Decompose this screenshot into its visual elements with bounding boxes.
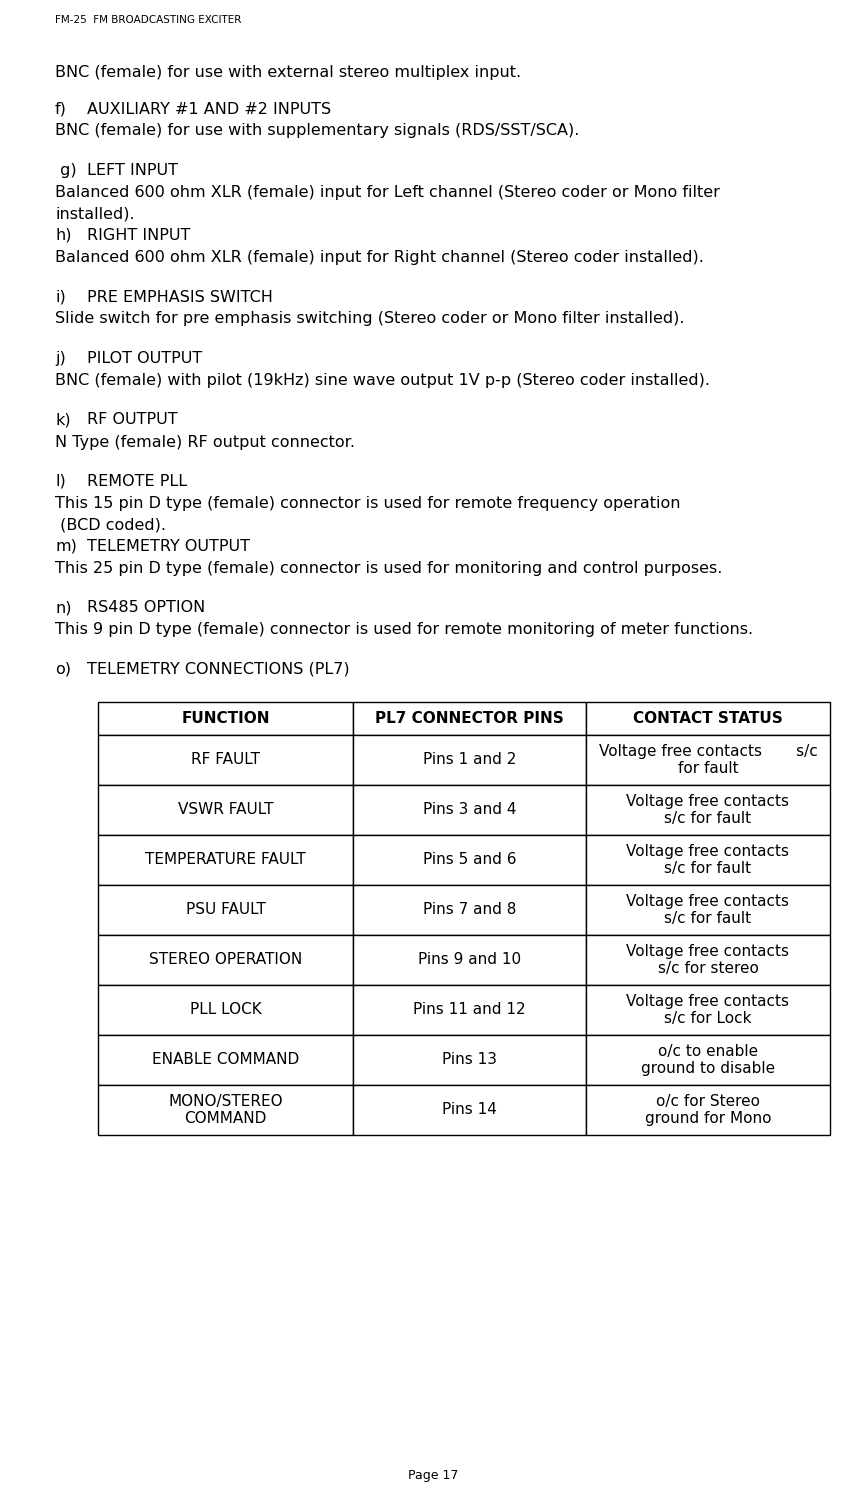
Bar: [586, 1084, 830, 1136]
Text: This 25 pin D type (female) connector is used for monitoring and control purpose: This 25 pin D type (female) connector is…: [55, 561, 722, 576]
Text: PSU FAULT: PSU FAULT: [185, 903, 266, 918]
Text: Pins 1 and 2: Pins 1 and 2: [423, 753, 516, 768]
Text: Pins 3 and 4: Pins 3 and 4: [423, 802, 516, 818]
Bar: [586, 784, 830, 836]
Text: i): i): [55, 290, 66, 304]
Text: s/c for fault: s/c for fault: [664, 861, 752, 876]
Bar: [353, 702, 586, 735]
Text: TELEMETRY CONNECTIONS (PL7): TELEMETRY CONNECTIONS (PL7): [87, 662, 350, 676]
Text: o/c for Stereo: o/c for Stereo: [656, 1094, 760, 1108]
Text: Voltage free contacts: Voltage free contacts: [626, 994, 790, 1010]
Text: RF OUTPUT: RF OUTPUT: [87, 413, 178, 428]
Text: FM-25  FM BROADCASTING EXCITER: FM-25 FM BROADCASTING EXCITER: [55, 15, 242, 26]
Text: f): f): [55, 102, 67, 117]
Bar: [98, 735, 353, 784]
Text: Voltage free contacts: Voltage free contacts: [626, 944, 790, 958]
Text: Pins 14: Pins 14: [443, 1102, 497, 1118]
Text: RF FAULT: RF FAULT: [191, 753, 260, 768]
Text: REMOTE PLL: REMOTE PLL: [87, 474, 187, 489]
Text: Pins 9 and 10: Pins 9 and 10: [418, 952, 521, 968]
Bar: [586, 1035, 830, 1084]
Text: o/c to enable: o/c to enable: [658, 1044, 758, 1059]
Bar: [98, 885, 353, 934]
Text: BNC (female) for use with supplementary signals (RDS/SST/SCA).: BNC (female) for use with supplementary …: [55, 123, 579, 138]
Text: Pins 13: Pins 13: [443, 1053, 497, 1068]
Text: m): m): [55, 538, 77, 554]
Text: Balanced 600 ohm XLR (female) input for Right channel (Stereo coder installed).: Balanced 600 ohm XLR (female) input for …: [55, 251, 704, 266]
Text: ENABLE COMMAND: ENABLE COMMAND: [152, 1053, 299, 1068]
Bar: [353, 1035, 586, 1084]
Text: VSWR FAULT: VSWR FAULT: [178, 802, 274, 818]
Bar: [98, 1084, 353, 1136]
Bar: [586, 934, 830, 986]
Bar: [586, 735, 830, 784]
Text: TEMPERATURE FAULT: TEMPERATURE FAULT: [145, 852, 306, 867]
Text: BNC (female) with pilot (19kHz) sine wave output 1V p-p (Stereo coder installed): BNC (female) with pilot (19kHz) sine wav…: [55, 374, 710, 388]
Text: l): l): [55, 474, 66, 489]
Bar: [586, 702, 830, 735]
Text: FUNCTION: FUNCTION: [181, 711, 269, 726]
Text: s/c for fault: s/c for fault: [664, 910, 752, 926]
Text: installed).: installed).: [55, 207, 134, 222]
Bar: [98, 784, 353, 836]
Bar: [98, 1035, 353, 1084]
Text: k): k): [55, 413, 71, 428]
Text: TELEMETRY OUTPUT: TELEMETRY OUTPUT: [87, 538, 250, 554]
Text: RS485 OPTION: RS485 OPTION: [87, 600, 205, 615]
Text: ground to disable: ground to disable: [641, 1060, 775, 1076]
Text: Voltage free contacts: Voltage free contacts: [626, 844, 790, 859]
Bar: [353, 885, 586, 934]
Bar: [353, 836, 586, 885]
Text: n): n): [55, 600, 72, 615]
Text: AUXILIARY #1 AND #2 INPUTS: AUXILIARY #1 AND #2 INPUTS: [87, 102, 331, 117]
Text: Voltage free contacts: Voltage free contacts: [626, 794, 790, 808]
Text: s/c for fault: s/c for fault: [664, 810, 752, 825]
Text: Slide switch for pre emphasis switching (Stereo coder or Mono filter installed).: Slide switch for pre emphasis switching …: [55, 312, 684, 327]
Text: Pins 5 and 6: Pins 5 and 6: [423, 852, 516, 867]
Text: Voltage free contacts       s/c: Voltage free contacts s/c: [598, 744, 818, 759]
Text: Balanced 600 ohm XLR (female) input for Left channel (Stereo coder or Mono filte: Balanced 600 ohm XLR (female) input for …: [55, 184, 720, 200]
Text: (BCD coded).: (BCD coded).: [55, 518, 166, 532]
Bar: [98, 934, 353, 986]
Text: LEFT INPUT: LEFT INPUT: [87, 164, 178, 178]
Text: g): g): [55, 164, 76, 178]
Bar: [353, 1084, 586, 1136]
Text: Voltage free contacts: Voltage free contacts: [626, 894, 790, 909]
Bar: [98, 836, 353, 885]
Text: RIGHT INPUT: RIGHT INPUT: [87, 228, 191, 243]
Bar: [586, 836, 830, 885]
Text: j): j): [55, 351, 66, 366]
Bar: [353, 986, 586, 1035]
Bar: [353, 934, 586, 986]
Text: This 9 pin D type (female) connector is used for remote monitoring of meter func: This 9 pin D type (female) connector is …: [55, 622, 753, 638]
Text: o): o): [55, 662, 71, 676]
Text: Pins 11 and 12: Pins 11 and 12: [413, 1002, 526, 1017]
Text: CONTACT STATUS: CONTACT STATUS: [633, 711, 783, 726]
Text: STEREO OPERATION: STEREO OPERATION: [149, 952, 302, 968]
Bar: [586, 885, 830, 934]
Text: PL7 CONNECTOR PINS: PL7 CONNECTOR PINS: [375, 711, 564, 726]
Text: h): h): [55, 228, 72, 243]
Text: Page 17: Page 17: [408, 1468, 458, 1482]
Text: COMMAND: COMMAND: [184, 1110, 267, 1125]
Text: BNC (female) for use with external stereo multiplex input.: BNC (female) for use with external stere…: [55, 64, 521, 80]
Bar: [98, 702, 353, 735]
Text: This 15 pin D type (female) connector is used for remote frequency operation: This 15 pin D type (female) connector is…: [55, 496, 681, 512]
Bar: [586, 986, 830, 1035]
Bar: [353, 735, 586, 784]
Text: ground for Mono: ground for Mono: [644, 1110, 772, 1125]
Text: MONO/STEREO: MONO/STEREO: [168, 1094, 283, 1108]
Text: PRE EMPHASIS SWITCH: PRE EMPHASIS SWITCH: [87, 290, 273, 304]
Bar: [98, 986, 353, 1035]
Text: N Type (female) RF output connector.: N Type (female) RF output connector.: [55, 435, 355, 450]
Text: for fault: for fault: [677, 760, 738, 776]
Text: PLL LOCK: PLL LOCK: [190, 1002, 262, 1017]
Text: s/c for Lock: s/c for Lock: [664, 1011, 752, 1026]
Text: s/c for stereo: s/c for stereo: [657, 960, 759, 975]
Bar: [353, 784, 586, 836]
Text: PILOT OUTPUT: PILOT OUTPUT: [87, 351, 203, 366]
Text: Pins 7 and 8: Pins 7 and 8: [423, 903, 516, 918]
